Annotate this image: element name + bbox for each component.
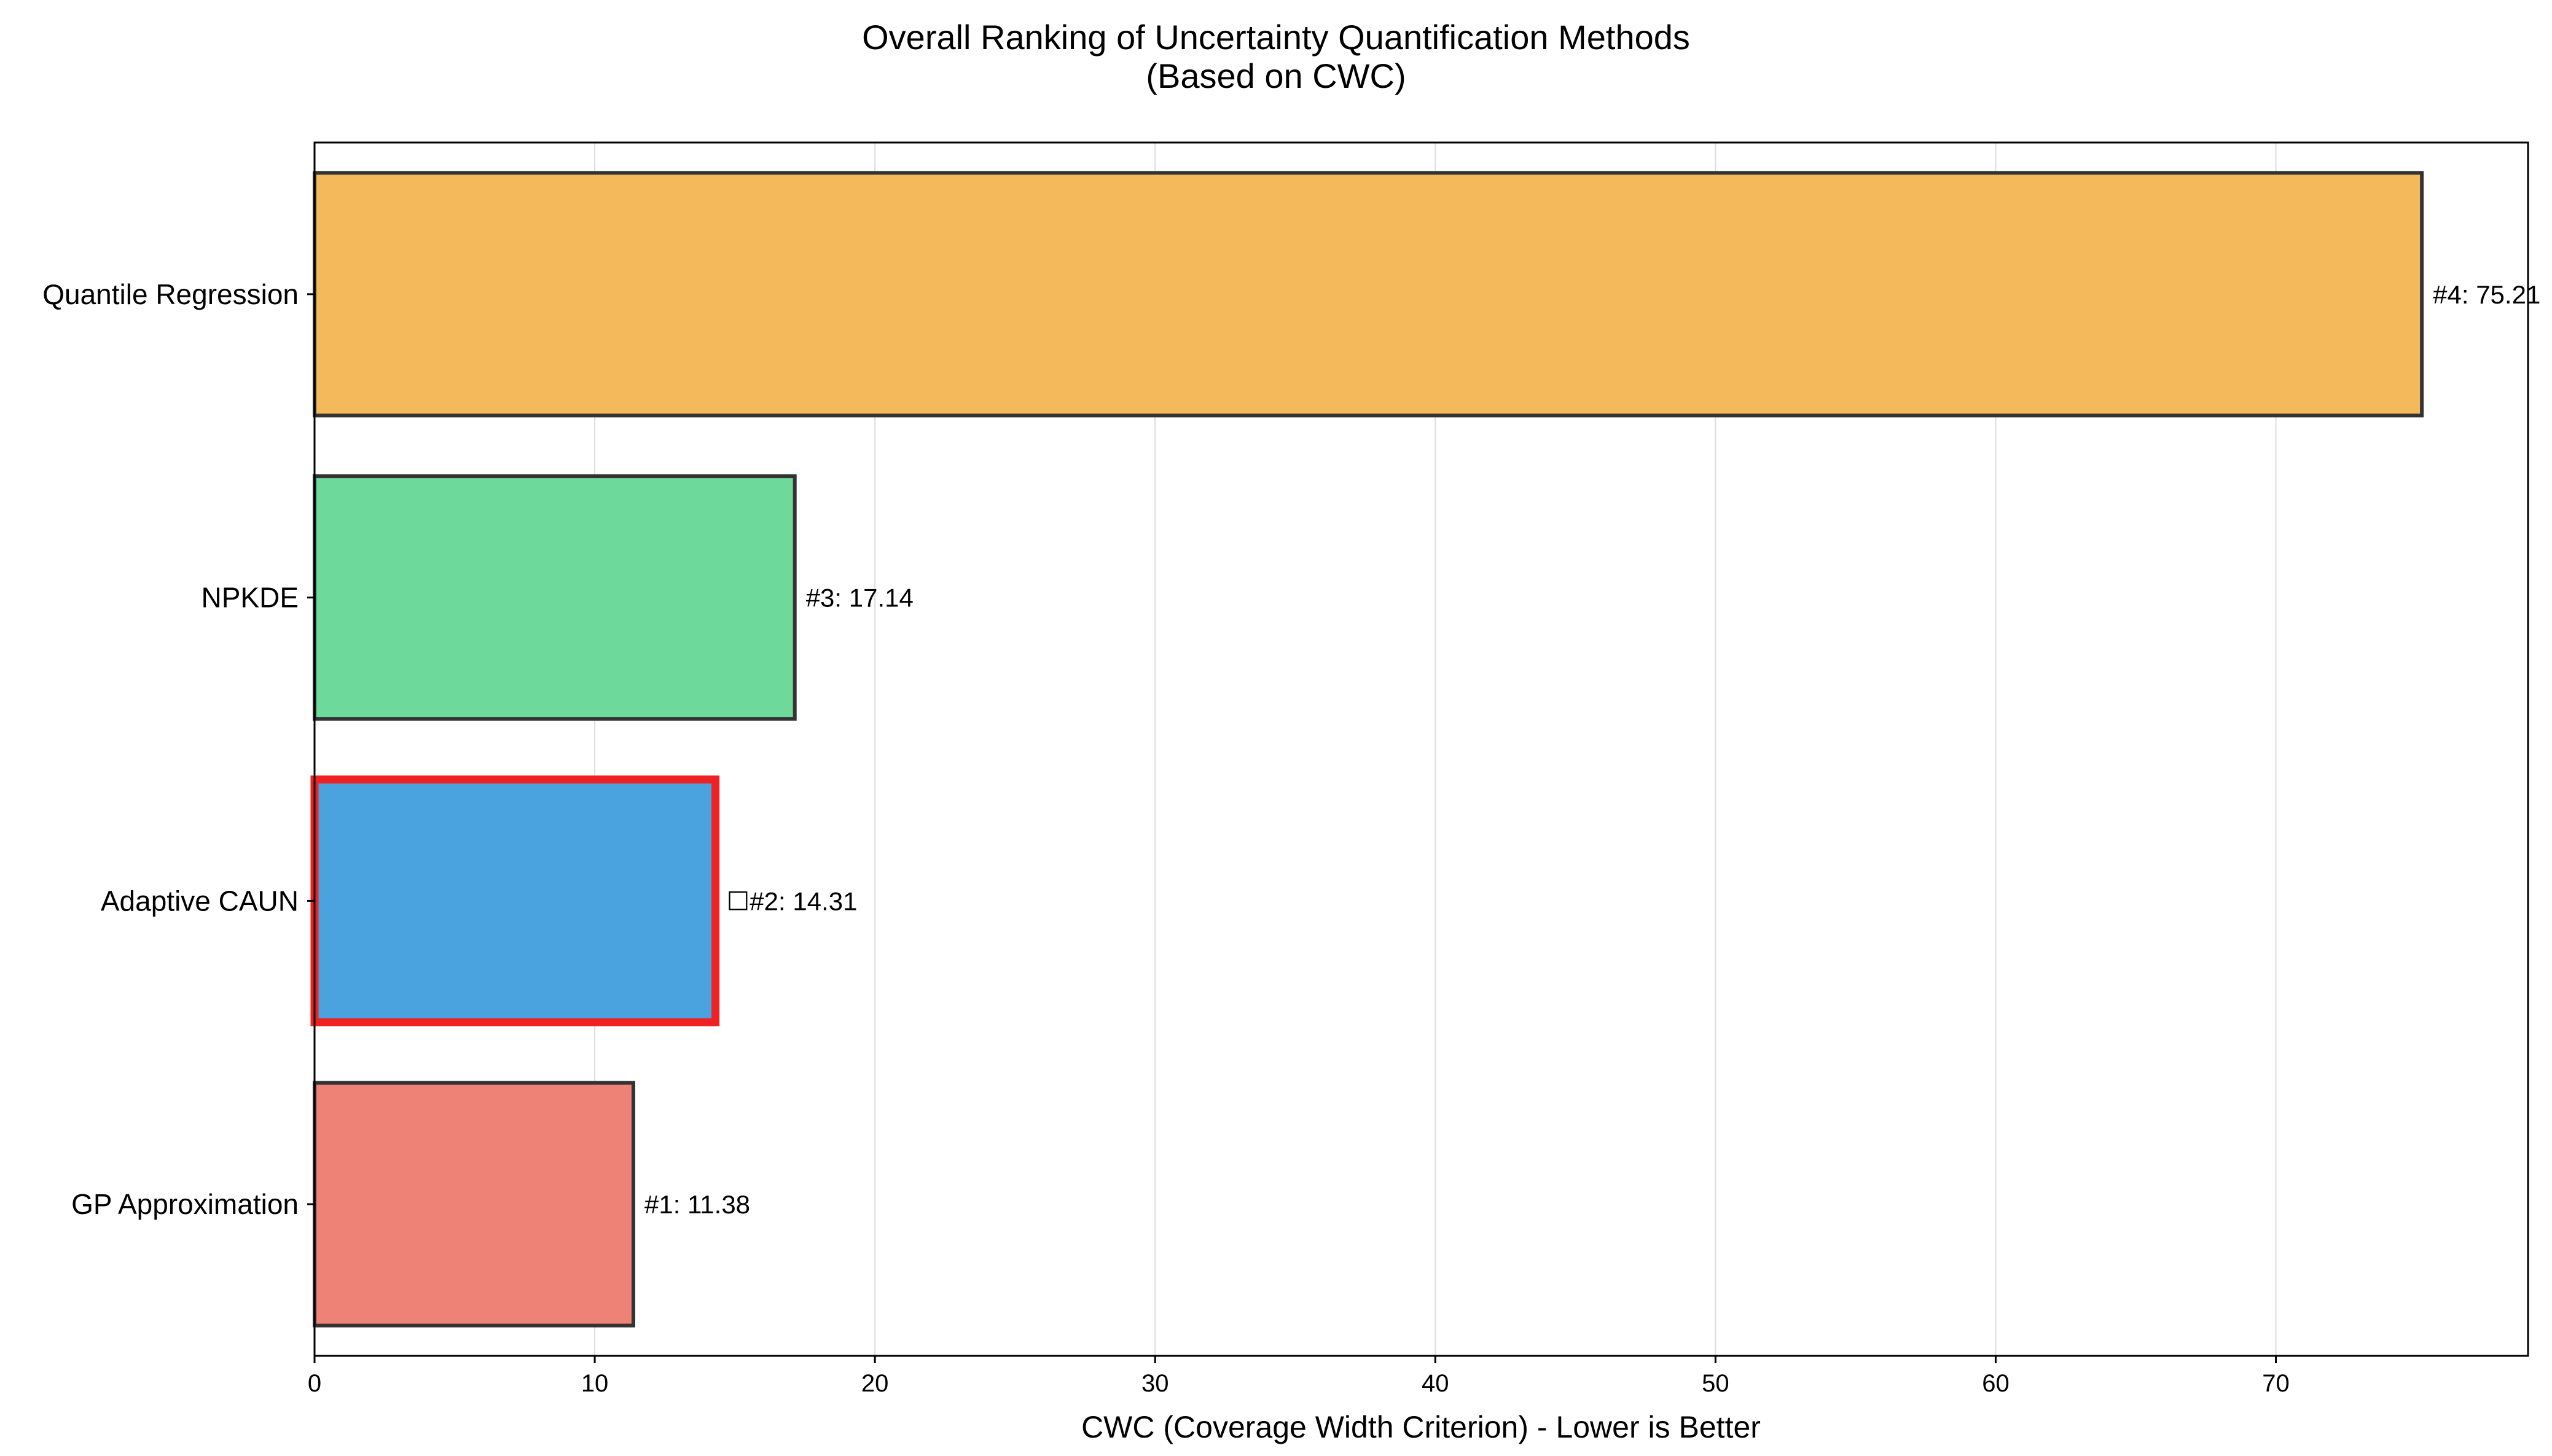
x-tick-label: 10 [581, 1370, 609, 1397]
y-tick-label: GP Approximation [71, 1188, 299, 1220]
x-axis: 0 10 20 30 40 50 60 70 [308, 1356, 2290, 1397]
y-axis: GP Approximation Adaptive CAUN NPKDE Quanti… [42, 278, 315, 1220]
bars [310, 171, 2424, 1328]
bar [313, 1081, 636, 1328]
chart-title: Overall Ranking of Uncertainty Quantific… [862, 18, 1690, 57]
bar [313, 474, 797, 721]
bar-value-label: #1: 11.38 [644, 1190, 750, 1219]
bar [313, 171, 2424, 418]
bar-value-label: #3: 17.14 [806, 584, 914, 613]
y-tick-label: Quantile Regression [42, 278, 299, 310]
y-tick-label: NPKDE [202, 582, 299, 614]
x-tick-label: 0 [308, 1370, 321, 1397]
x-tick-label: 30 [1141, 1370, 1169, 1397]
bar [310, 775, 720, 1027]
chart-subtitle: (Based on CWC) [1146, 57, 1406, 95]
bar-value-label: #4: 75.21 [2433, 280, 2540, 309]
x-axis-label: CWC (Coverage Width Criterion) - Lower i… [1081, 1410, 1761, 1444]
x-tick-label: 40 [1422, 1370, 1449, 1397]
bar-value-label: ☐#2: 14.31 [727, 887, 858, 915]
value-labels: #1: 11.38 ☐#2: 14.31 #3: 17.14 #4: 75.21 [644, 280, 2540, 1219]
x-tick-label: 60 [1982, 1370, 2010, 1397]
x-tick-label: 70 [2262, 1370, 2290, 1397]
plot-frame [313, 141, 2529, 1357]
y-tick-label: Adaptive CAUN [101, 885, 299, 917]
x-tick-label: 50 [1702, 1370, 1729, 1397]
x-tick-label: 20 [861, 1370, 889, 1397]
